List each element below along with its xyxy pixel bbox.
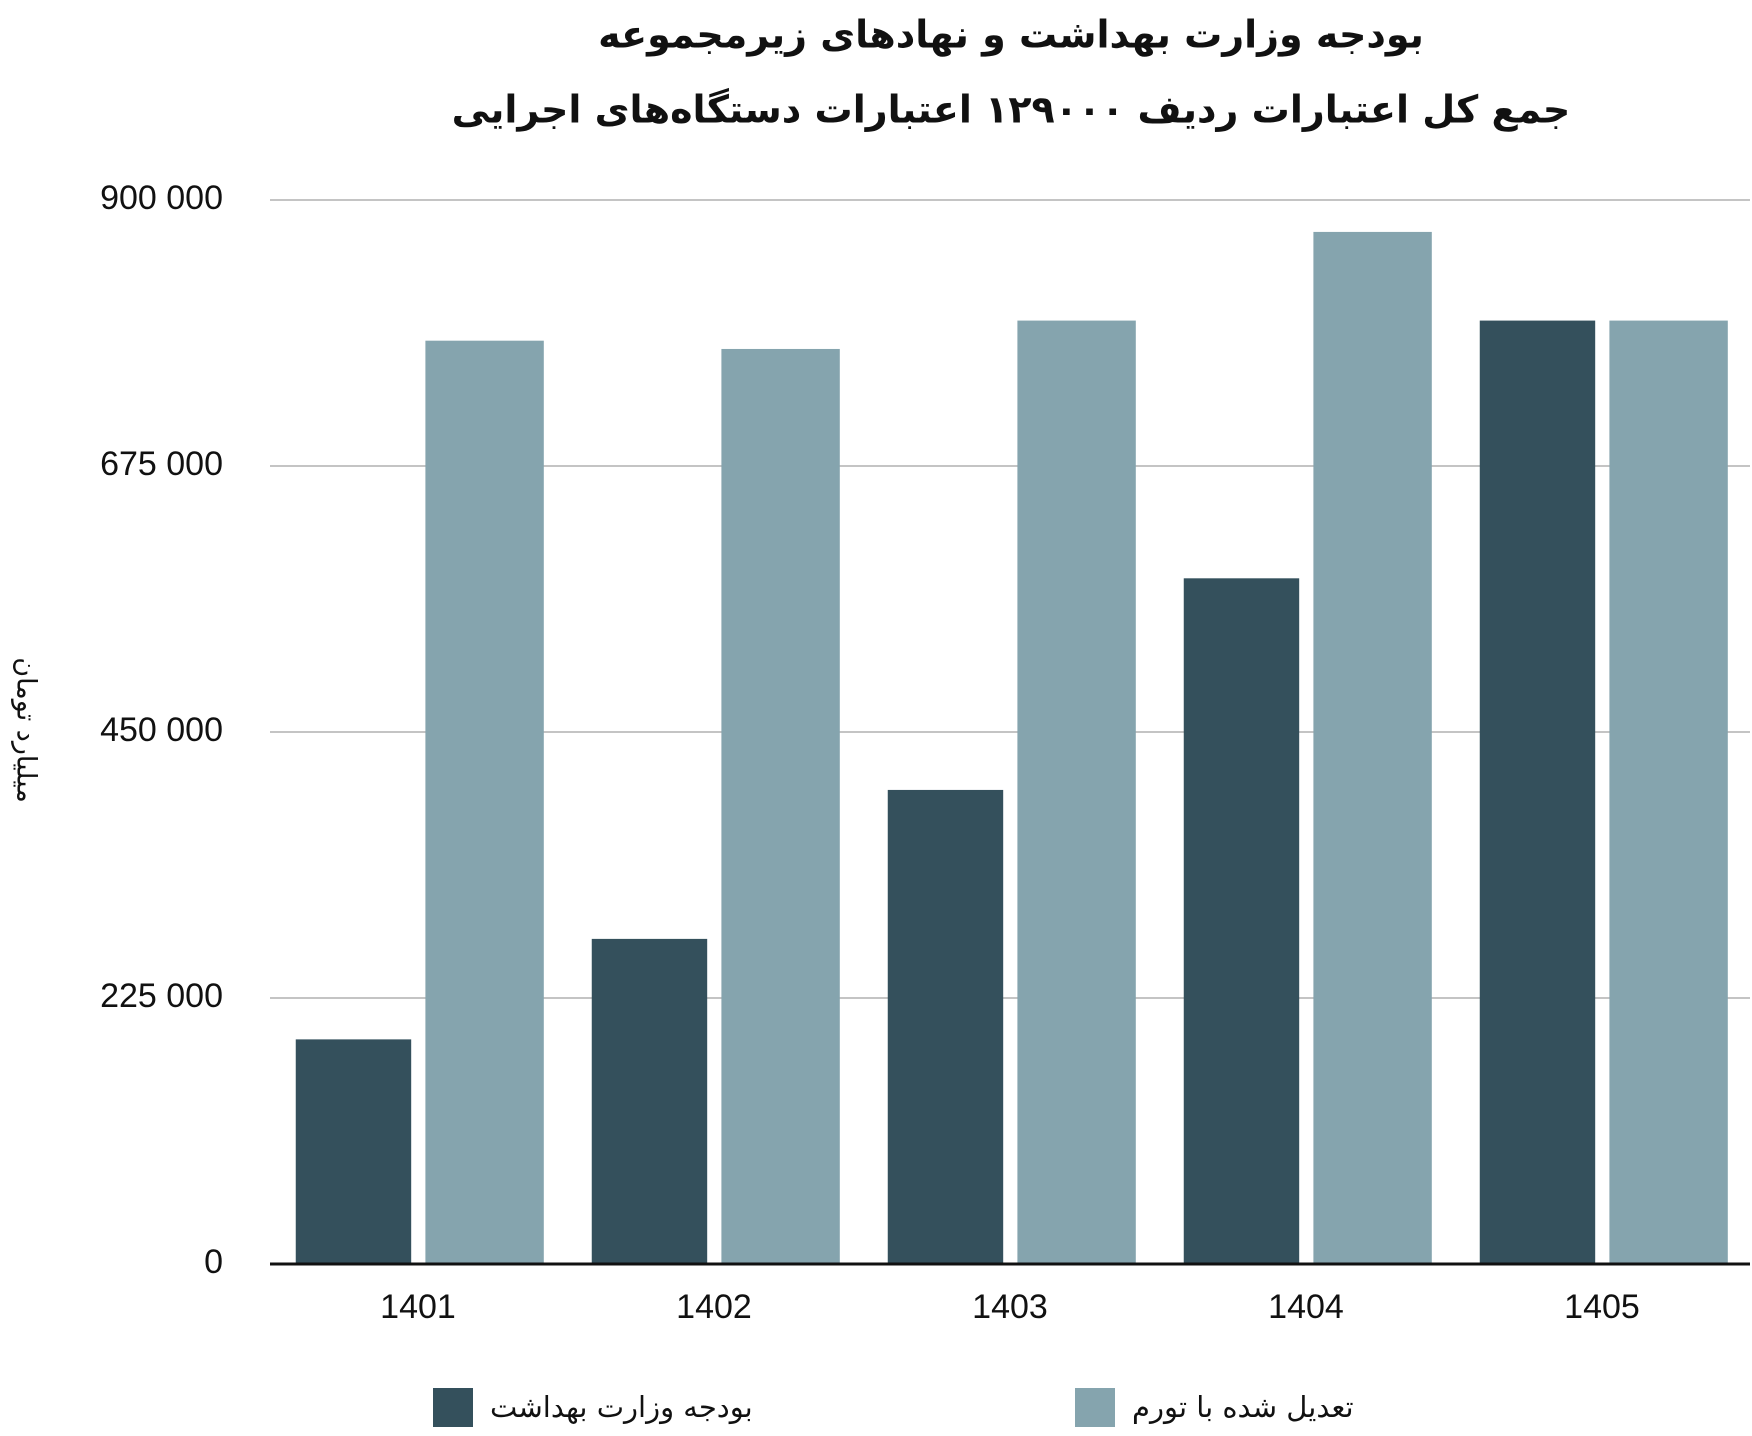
x-tick-label: 1404: [1268, 1288, 1344, 1326]
x-tick-label: 1403: [972, 1288, 1048, 1326]
bar: [1313, 231, 1432, 1264]
legend-label: تعدیل شده با تورم: [1132, 1390, 1354, 1424]
x-tick-label: 1401: [380, 1288, 456, 1326]
bar: [721, 348, 840, 1265]
bar: [425, 340, 544, 1264]
y-tick-label: 0: [204, 1243, 223, 1281]
y-tick-label: 450 000: [100, 711, 223, 749]
x-tick-label: 1402: [676, 1288, 752, 1326]
bar: [591, 938, 708, 1264]
bar: [1609, 320, 1728, 1264]
chart-title: بودجه وزارت بهداشت و نهادهای زیرمجموعه: [598, 13, 1424, 58]
bar: [1183, 578, 1300, 1264]
bar: [1017, 320, 1136, 1264]
y-tick-label: 900 000: [100, 179, 223, 217]
y-tick-label: 675 000: [100, 445, 223, 483]
legend-label: بودجه وزارت بهداشت: [490, 1390, 753, 1424]
bar: [295, 1039, 412, 1264]
y-tick-label: 225 000: [100, 977, 223, 1015]
bar: [887, 789, 1004, 1264]
legend-swatch: [1075, 1388, 1115, 1427]
legend-swatch: [433, 1388, 473, 1427]
chart-subtitle: جمع کل اعتبارات ردیف ۱۲۹۰۰۰ اعتبارات دست…: [452, 88, 1571, 132]
y-axis-label: میلیارد تومان: [11, 657, 42, 803]
bar: [1479, 320, 1596, 1264]
x-tick-label: 1405: [1564, 1288, 1640, 1326]
